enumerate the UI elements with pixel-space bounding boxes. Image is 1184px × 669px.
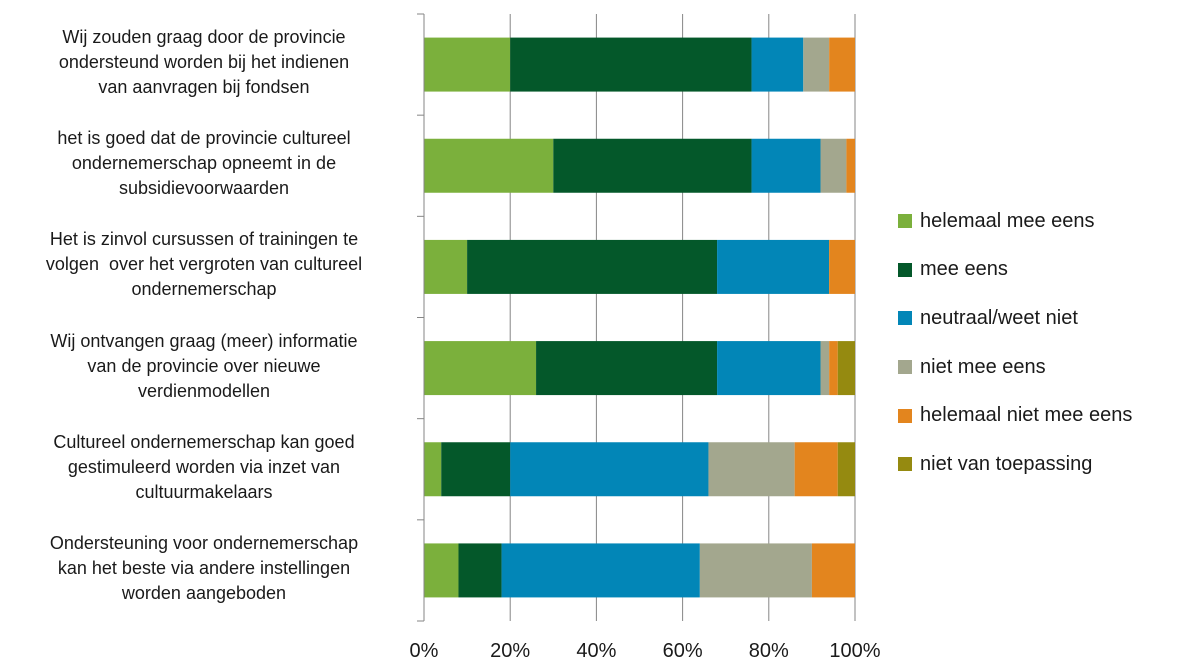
category-label-line: Ondersteuning voor ondernemerschap: [49, 532, 359, 553]
bar-segment: [803, 37, 830, 92]
legend-label: mee eens: [920, 258, 1008, 281]
category-label: Wij zouden graag door de provincie onders…: [4, 14, 404, 112]
category-label-line: van de provincie over nieuwe: [87, 355, 321, 376]
category-label-line: Cultureel ondernemerschap kan goed: [53, 431, 355, 452]
bar-segment: [717, 341, 821, 396]
category-label-line: kan het beste via andere instellingen: [57, 557, 351, 578]
bar-segment: [501, 543, 700, 598]
x-tick-label: 0%: [409, 640, 439, 662]
legend-item: niet van toepassing: [898, 440, 1132, 489]
category-label-line: subsidievoorwaarden: [118, 178, 290, 199]
bar-segment: [553, 138, 752, 193]
category-label-line: Wij ontvangen graag (meer) informatie: [50, 330, 358, 351]
bar-segment: [751, 37, 804, 92]
category-label-line: Het is zinvol cursussen of trainingen te: [49, 229, 359, 250]
bar-segment: [467, 239, 718, 294]
bar-segment: [708, 442, 795, 497]
bar-segment: [510, 442, 709, 497]
bar-segment: [424, 543, 459, 598]
legend-label: neutraal/weet niet: [920, 306, 1078, 329]
bar-segment: [424, 341, 537, 396]
bar-segment: [837, 341, 855, 396]
legend-label: niet van toepassing: [920, 452, 1093, 475]
bar-segment: [829, 37, 855, 92]
bar-segment: [424, 239, 468, 294]
legend-swatch: [898, 457, 912, 472]
legend-item: neutraal/weet niet: [898, 294, 1132, 343]
category-label: Ondersteuning voor ondernemerschap kan he…: [4, 519, 404, 617]
category-label-line: volgen over het vergroten van cultureel: [45, 254, 363, 275]
x-tick-label: 40%: [576, 640, 617, 662]
category-label-line: ondernemerschap opneemt in de: [71, 153, 337, 174]
bar-segment: [846, 138, 855, 193]
legend-swatch: [898, 408, 912, 423]
bar-segment: [424, 37, 511, 92]
bar-segment: [510, 37, 752, 92]
category-label: Wij ontvangen graag (meer) informatie van…: [4, 317, 404, 415]
bar-segment: [536, 341, 718, 396]
category-label-line: gestimuleerd worden via inzet van: [67, 456, 341, 477]
bar-segment: [751, 138, 821, 193]
legend-swatch: [898, 360, 912, 375]
legend-item: helemaal niet mee eens: [898, 391, 1132, 440]
x-tick-label: 20%: [490, 640, 531, 662]
legend-swatch: [898, 262, 912, 277]
bar-segment: [441, 442, 511, 497]
legend-label: helemaal mee eens: [920, 209, 1095, 232]
bar-segment: [458, 543, 502, 598]
bar-segment: [811, 543, 855, 598]
x-tick-label: 100%: [829, 640, 881, 662]
bar-segment: [829, 239, 855, 294]
category-label-line: ondersteund worden bij het indienen: [58, 52, 350, 73]
bar-segment: [424, 138, 554, 193]
bar-segment: [424, 442, 442, 497]
category-label: Cultureel ondernemerschap kan goed gestim…: [4, 418, 404, 516]
legend-item: mee eens: [898, 246, 1132, 295]
category-label: het is goed dat de provincie cultureel on…: [4, 115, 404, 213]
bar-segment: [820, 138, 847, 193]
bar-segment: [829, 341, 838, 396]
category-label-line: ondernemerschap: [131, 279, 277, 300]
legend: helemaal mee eens mee eens neutraal/weet n…: [898, 197, 1132, 489]
legend-label: niet mee eens: [920, 355, 1046, 378]
category-label: Het is zinvol cursussen of trainingen te…: [4, 216, 404, 314]
category-label-line: het is goed dat de provincie cultureel: [57, 128, 351, 149]
bar-segment: [699, 543, 812, 598]
category-label-line: Wij zouden graag door de provincie: [62, 27, 346, 48]
bar-segment: [794, 442, 838, 497]
x-tick-label: 80%: [748, 640, 789, 662]
legend-item: helemaal mee eens: [898, 197, 1132, 246]
category-label-line: verdienmodellen: [137, 380, 271, 401]
x-tick-label: 60%: [662, 640, 703, 662]
legend-item: niet mee eens: [898, 343, 1132, 392]
bar-segment: [837, 442, 855, 497]
bar-segment: [717, 239, 830, 294]
legend-swatch: [898, 214, 912, 229]
legend-label: helemaal niet mee eens: [920, 404, 1133, 427]
category-label-line: worden aangeboden: [121, 582, 287, 603]
category-label-line: cultuurmakelaars: [135, 481, 273, 502]
category-label-line: van aanvragen bij fondsen: [98, 77, 310, 98]
bar-segment: [820, 341, 830, 396]
legend-swatch: [898, 311, 912, 326]
